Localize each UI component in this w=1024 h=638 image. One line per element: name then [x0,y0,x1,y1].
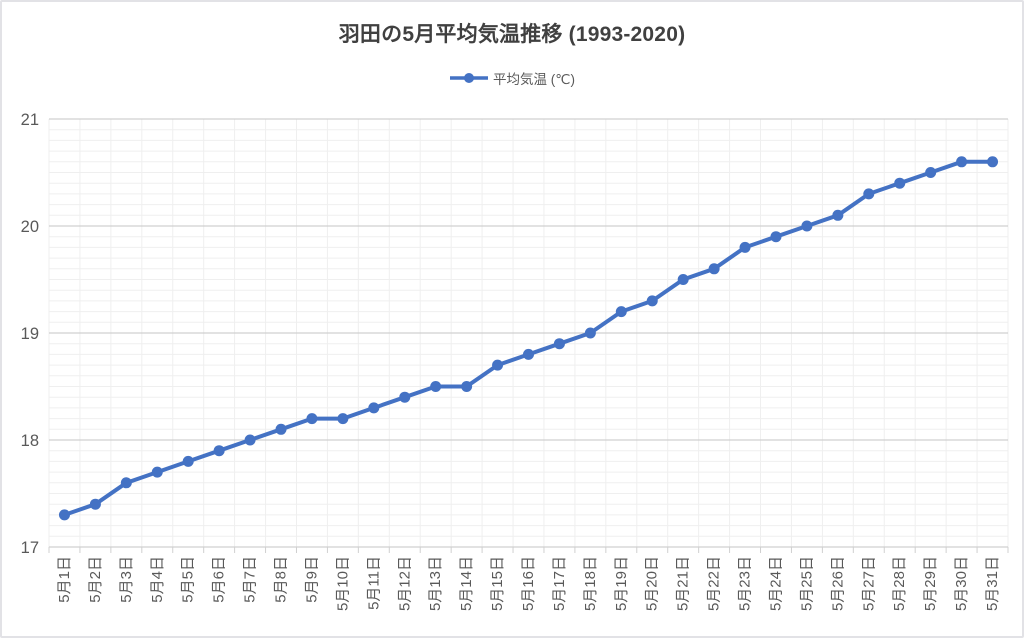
y-axis-tick-label: 18 [21,432,39,450]
x-axis-tick-label: 5月16日 [520,556,537,611]
legend: 平均気温 (℃) [2,68,1022,88]
data-point-marker [492,359,504,371]
x-axis-tick-label: 5月29日 [922,556,939,611]
data-point-marker [987,156,999,168]
data-point-marker [213,445,225,457]
data-point-marker [677,274,689,285]
x-axis-tick-label: 5月30日 [953,556,970,611]
data-point-marker [925,167,937,178]
data-point-marker [832,209,844,221]
x-axis-tick-label: 5月1日 [56,556,73,603]
x-axis-tick-label: 5月12日 [396,556,413,611]
x-axis-tick-label: 5月13日 [427,556,444,611]
data-point-marker [275,423,287,435]
x-axis-tick-label: 5月20日 [644,556,661,611]
data-point-marker [368,402,380,414]
x-axis-tick-label: 5月28日 [891,556,908,611]
x-axis-tick-label: 5月31日 [984,556,1001,611]
x-axis-tick-label: 5月15日 [489,556,506,611]
data-point-marker [863,188,875,200]
legend-label: 平均気温 (℃) [493,72,575,87]
data-point-marker [337,413,349,425]
data-point-marker [770,231,782,243]
x-axis-tick-label: 5月24日 [767,556,784,611]
data-point-marker [553,338,565,350]
x-axis-tick-label: 5月4日 [149,556,166,603]
data-point-marker [89,498,101,510]
data-point-marker [461,381,473,392]
x-axis-tick-label: 5月6日 [211,556,228,603]
y-axis-tick-label: 21 [21,111,39,129]
x-axis-tick-label: 5月17日 [551,556,568,611]
x-axis-tick-label: 5月10日 [334,556,351,611]
data-point-marker [244,434,256,446]
x-axis-tick-label: 5月3日 [118,556,135,603]
data-point-marker [523,348,534,360]
chart-title: 羽田の5月平均気温推移 (1993-2020) [338,23,686,46]
data-point-marker [151,466,163,478]
x-axis-tick-label: 5月26日 [829,556,846,611]
data-point-marker [708,263,720,275]
x-axis-tick-label: 5月27日 [860,556,877,611]
y-axis-tick-label: 19 [21,325,39,343]
x-axis-tick-label: 5月11日 [365,556,382,610]
data-point-marker [58,509,70,521]
x-axis-tick-label: 5月14日 [458,556,475,611]
data-point-marker [801,220,813,232]
data-point-marker [956,156,968,168]
data-point-marker [399,391,411,403]
x-axis-tick-label: 5月21日 [675,556,692,611]
legend-line-marker-icon [450,73,489,83]
y-axis-tick-label: 17 [21,539,39,557]
x-axis-tick-label: 5月9日 [303,556,320,603]
data-point-marker [739,241,751,253]
data-point-marker [120,477,132,489]
x-axis-tick-label: 5月7日 [242,556,259,603]
x-axis-tick-label: 5月18日 [582,556,599,611]
data-point-marker [430,381,442,392]
data-point-marker [182,455,194,467]
y-axis-tick-label: 20 [21,218,39,236]
x-axis-tick-label: 5月22日 [706,556,723,611]
data-point-marker [584,327,596,339]
x-axis-tick-label: 5月2日 [87,556,104,603]
x-axis-tick-label: 5月25日 [798,556,815,611]
data-point-marker [894,177,906,189]
data-point-marker [646,295,658,307]
data-point-marker [615,306,627,318]
x-axis-tick-label: 5月23日 [737,556,754,611]
x-axis-tick-label: 5月5日 [180,556,197,603]
x-axis-tick-label: 5月19日 [613,556,630,611]
x-axis-tick-label: 5月8日 [273,556,290,603]
data-point-marker [306,413,318,425]
